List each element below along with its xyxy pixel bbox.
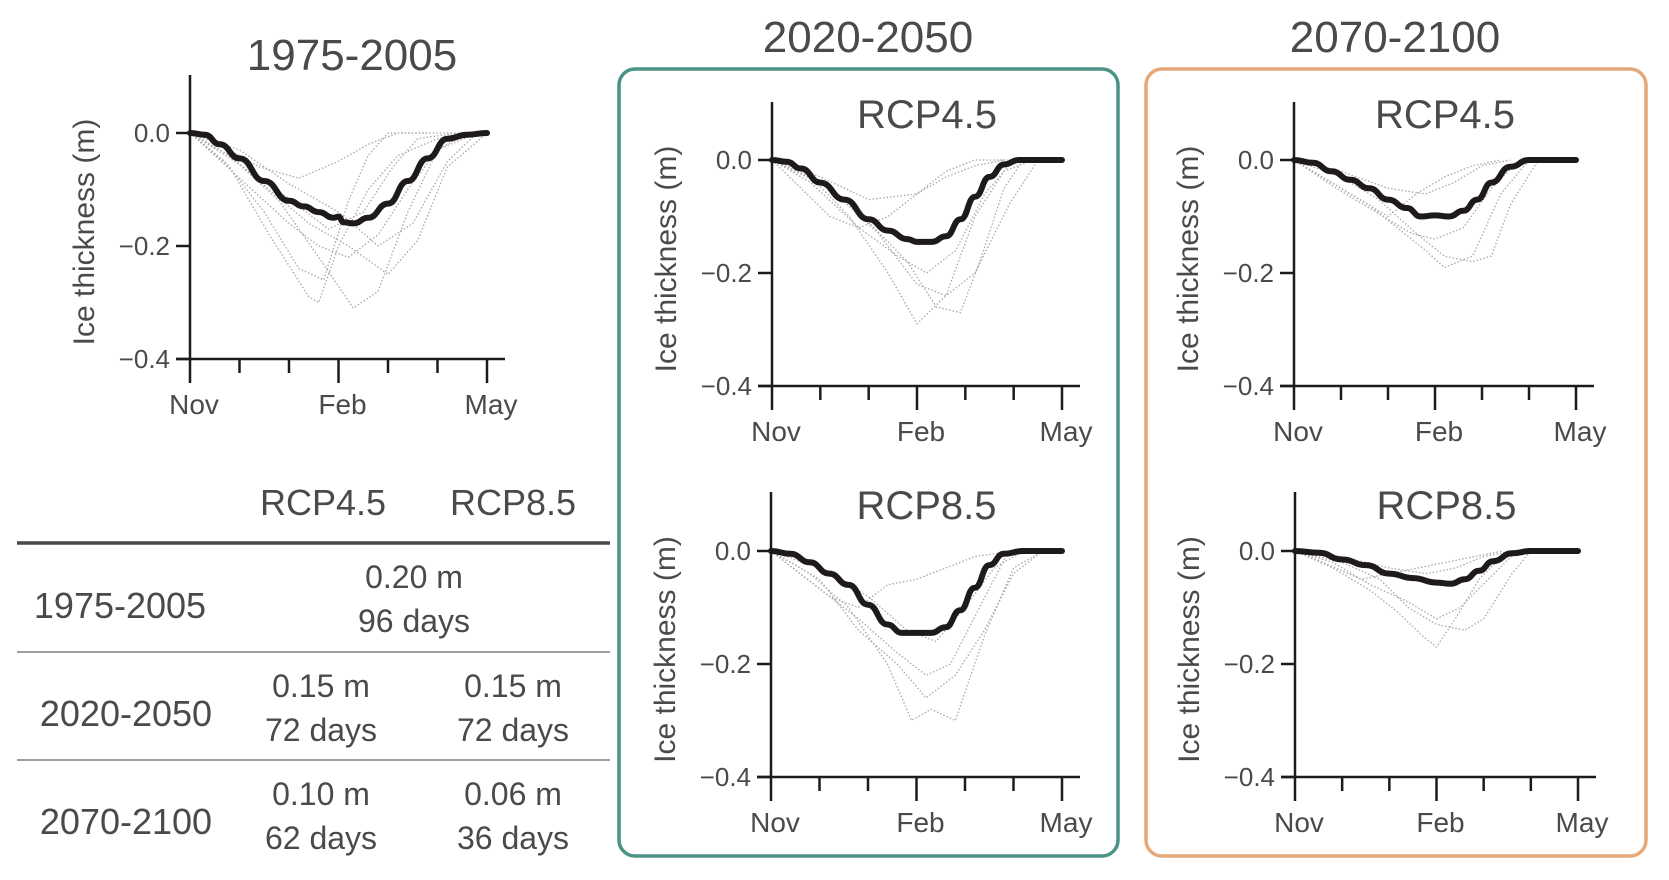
ensemble-member-line: [1293, 159, 1501, 218]
x-tick-label: Feb: [1415, 416, 1463, 447]
ensemble-member-line: [189, 132, 428, 281]
x-tick-label: Nov: [750, 807, 800, 838]
y-tick-label: 0.0: [134, 118, 170, 148]
y-tick-label: −0.4: [1223, 371, 1274, 401]
x-tick-label: May: [1040, 416, 1093, 447]
ensemble-member-line: [1294, 550, 1532, 631]
y-tick-label: −0.4: [1224, 762, 1275, 792]
x-tick-label: Feb: [896, 807, 944, 838]
ensemble-member-line: [770, 550, 1043, 722]
ensemble-member-line: [1294, 550, 1503, 580]
y-tick-label: 0.0: [715, 536, 751, 566]
ensemble-member-line: [189, 132, 468, 258]
end-century-box: [1144, 67, 1648, 858]
ensemble-mean-line: [1291, 157, 1579, 220]
x-tick-label: Feb: [1416, 807, 1464, 838]
x-tick-label: Nov: [169, 389, 219, 420]
y-axis-label: Ice thickness (m): [649, 536, 682, 763]
x-tick-label: Feb: [897, 416, 945, 447]
y-axis-label: Ice thickness (m): [1172, 146, 1205, 373]
y-tick-label: −0.2: [701, 258, 752, 288]
ensemble-member-line: [189, 132, 478, 247]
y-tick-label: −0.4: [700, 762, 751, 792]
table-cell-duration: 72 days: [265, 712, 377, 748]
y-tick-label: −0.2: [1224, 649, 1275, 679]
mid-century-box: [617, 67, 1120, 858]
plot-2070-2100-rcp85: 0.0 −0.2 −0.4 Nov Feb May Ice thickness (m) RCP…: [1173, 484, 1608, 838]
table-header-rcp45: RCP4.5: [260, 482, 386, 523]
x-tick-label: May: [1554, 416, 1607, 447]
table-cell-thickness: 0.20 m: [365, 559, 463, 595]
y-axis-label: Ice thickness (m): [1173, 536, 1206, 763]
title-2020-2050: 2020-2050: [763, 13, 973, 62]
table-cell-thickness: 0.15 m: [464, 668, 562, 704]
table-row-period: 1975-2005: [34, 585, 206, 626]
plot-1975-2005: 0.0 −0.2 −0.4 Nov Feb May Ice thickness (m): [68, 75, 517, 420]
ensemble-member-line: [1294, 550, 1518, 620]
table-cell-duration: 72 days: [457, 712, 569, 748]
table-cell-duration: 96 days: [358, 603, 470, 639]
ensemble-member-line: [771, 159, 1005, 201]
ensemble-member-line: [771, 159, 1015, 274]
x-tick-label: Feb: [318, 389, 366, 420]
table-cell-thickness: 0.15 m: [272, 668, 370, 704]
ensemble-member-line: [1294, 550, 1513, 575]
x-tick-label: May: [465, 389, 518, 420]
title-2070-2100: 2070-2100: [1290, 13, 1500, 62]
table-row-period: 2020-2050: [40, 693, 212, 734]
ensemble-member-line: [1293, 159, 1511, 195]
ensemble-member-line: [189, 132, 478, 309]
y-axis-label: Ice thickness (m): [68, 119, 101, 346]
ensemble-member-line: [770, 550, 1010, 676]
table-cell-thickness: 0.06 m: [464, 776, 562, 812]
table-cell-duration: 62 days: [265, 820, 377, 856]
x-tick-label: Nov: [1273, 416, 1323, 447]
x-tick-label: May: [1556, 807, 1609, 838]
y-tick-label: 0.0: [1239, 536, 1275, 566]
ensemble-member-line: [771, 159, 1039, 297]
ensemble-mean-line: [1292, 548, 1581, 587]
summary-table: RCP4.5 RCP8.5 1975-2005 0.20 m 96 days 2…: [17, 482, 610, 856]
y-axis-label: Ice thickness (m): [650, 146, 683, 373]
title-1975-2005: 1975-2005: [247, 31, 457, 80]
plot-2070-2100-rcp45: 0.0 −0.2 −0.4 Nov Feb May Ice thickness (m) RCP…: [1172, 93, 1606, 447]
y-tick-label: −0.2: [119, 231, 170, 261]
ensemble-member-line: [1293, 159, 1521, 240]
x-tick-label: May: [1040, 807, 1093, 838]
y-tick-label: 0.0: [1238, 145, 1274, 175]
y-tick-label: −0.4: [701, 371, 752, 401]
ensemble-member-line: [189, 132, 478, 304]
table-cell-thickness: 0.10 m: [272, 776, 370, 812]
y-tick-label: −0.2: [700, 649, 751, 679]
y-tick-label: −0.2: [1223, 258, 1274, 288]
table-row-period: 2070-2100: [40, 801, 212, 842]
table-cell-duration: 36 days: [457, 820, 569, 856]
x-tick-label: Nov: [751, 416, 801, 447]
ensemble-mean-line: [187, 130, 490, 227]
x-tick-label: Nov: [1274, 807, 1324, 838]
subplot-title: RCP8.5: [1376, 484, 1516, 528]
plot-2020-2050-rcp45: 0.0 −0.2 −0.4 Nov Feb May Ice thickness (m) RCP…: [650, 93, 1092, 447]
plot-2020-2050-rcp85: 0.0 −0.2 −0.4 Nov Feb May Ice thickness (m) RCP…: [649, 484, 1092, 838]
subplot-title: RCP4.5: [1375, 93, 1515, 137]
y-tick-label: 0.0: [716, 145, 752, 175]
table-header-rcp85: RCP8.5: [450, 482, 576, 523]
ensemble-member-line: [1294, 550, 1508, 648]
y-tick-label: −0.4: [119, 344, 170, 374]
subplot-title: RCP8.5: [856, 484, 996, 528]
ensemble-member-line: [771, 159, 1034, 325]
ensemble-mean-line: [769, 157, 1065, 245]
subplot-title: RCP4.5: [857, 93, 997, 137]
ensemble-member-line: [770, 550, 1043, 699]
ensemble-mean-line: [768, 548, 1065, 636]
